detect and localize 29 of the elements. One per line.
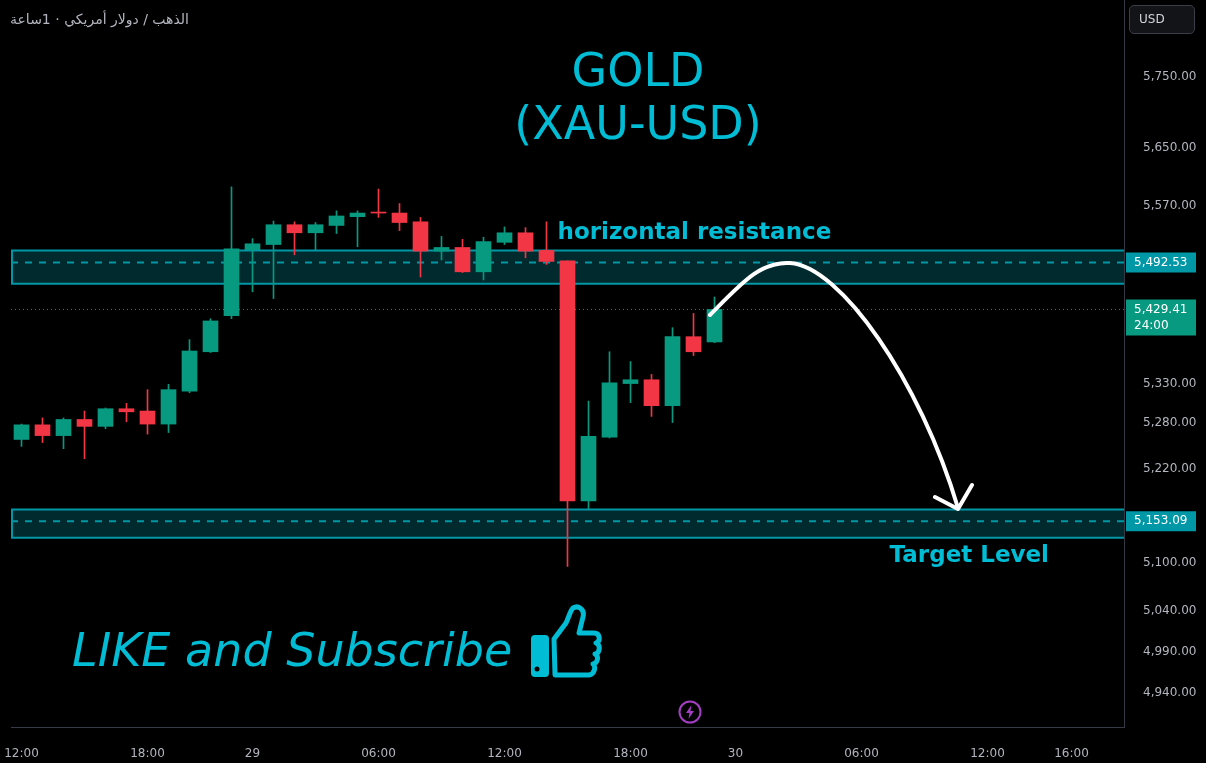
y-tick-label: 5,330.00	[1143, 376, 1197, 391]
y-axis-title: USD	[1129, 5, 1195, 34]
y-tick-label: 5,040.00	[1143, 603, 1197, 618]
x-tick-label: 29	[244, 746, 261, 761]
y-tick-label: 5,280.00	[1143, 414, 1197, 429]
y-tick-label: 4,990.00	[1143, 643, 1197, 658]
y-tick-label: 5,750.00	[1143, 68, 1197, 83]
text: الذهب / دولار أمريكي · 1ساعة	[10, 11, 189, 27]
text: GOLD (XAU-USD)	[513, 43, 763, 150]
band-label: horizontal resistance	[557, 218, 832, 245]
x-tick-label: 12:00	[4, 746, 39, 761]
x-tick-label: 12:00	[970, 746, 1005, 761]
y-tick-label: 4,940.00	[1143, 684, 1197, 699]
y-tick-label: 5,220.00	[1143, 461, 1197, 475]
x-tick-label: 18:00	[130, 746, 165, 761]
x-tick-label: 06:00	[844, 746, 879, 761]
annotation: LIKE and Subscribe	[72, 623, 513, 677]
y-tick-label: 5,650.00	[1143, 140, 1197, 155]
ref-line-label: 5,429.41 24:00	[1134, 301, 1188, 332]
band-label: Target Level	[889, 541, 1049, 568]
x-tick-label: 30	[727, 746, 744, 761]
x-tick-label: 18:00	[613, 746, 648, 761]
ref-line-label: 5,492.53	[1134, 254, 1188, 269]
x-tick-label: 06:00	[361, 746, 396, 761]
y-tick-label: 5,570.00	[1143, 197, 1197, 212]
ref-line-label: 5,153.09	[1134, 513, 1188, 528]
x-tick-label: 16:00	[1054, 746, 1089, 761]
x-tick-label: 12:00	[487, 746, 522, 761]
y-tick-label: 5,100.00	[1143, 555, 1197, 570]
